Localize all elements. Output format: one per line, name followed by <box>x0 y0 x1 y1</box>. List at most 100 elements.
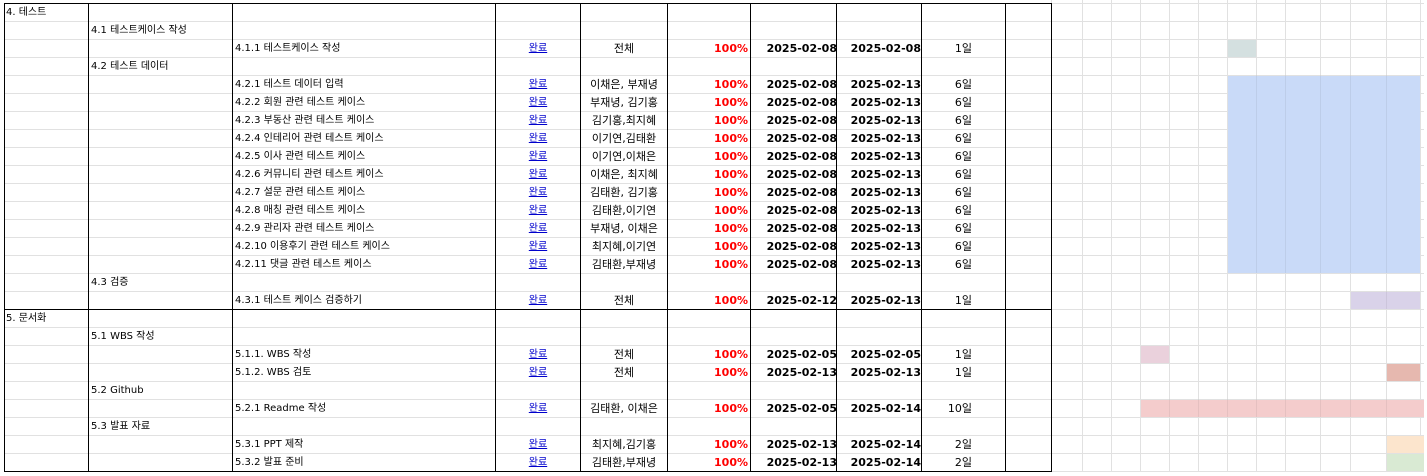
status-cell[interactable]: 완료 <box>528 259 548 270</box>
gantt-bar-gridline <box>1285 237 1286 255</box>
assignee-cell: 이채은, 최지혜 <box>590 168 658 181</box>
gantt-bar-join <box>1228 183 1420 184</box>
status-cell[interactable]: 완료 <box>528 169 548 180</box>
duration-cell: 6일 <box>954 150 972 163</box>
duration-cell: 10일 <box>947 402 972 415</box>
end-date-cell: 2025-02-14 <box>850 402 921 415</box>
row-gridline <box>4 327 1424 328</box>
column-border <box>836 3 837 471</box>
gantt-bar-gridline <box>1386 201 1387 219</box>
start-date-cell: 2025-02-13 <box>766 438 837 451</box>
level2-cell: 4.3 검증 <box>91 277 129 288</box>
duration-cell: 6일 <box>954 258 972 271</box>
row-gridline <box>4 381 1424 382</box>
start-date-cell: 2025-02-08 <box>766 150 837 163</box>
row-gridline <box>4 39 1424 40</box>
status-cell[interactable]: 완료 <box>528 295 548 306</box>
gantt-bar-gridline <box>1386 183 1387 201</box>
status-cell[interactable]: 완료 <box>528 151 548 162</box>
gantt-bar-gridline <box>1256 183 1257 201</box>
task-name-cell: 4.2.6 커뮤니티 관련 테스트 케이스 <box>235 169 384 180</box>
level1-cell: 5. 문서화 <box>6 313 47 324</box>
status-cell[interactable]: 완료 <box>528 43 548 54</box>
task-name-cell: 4.2.10 이용후기 관련 테스트 케이스 <box>235 241 390 252</box>
assignee-cell: 전체 <box>613 348 635 361</box>
row-gridline <box>4 111 1424 112</box>
status-cell[interactable]: 완료 <box>528 97 548 108</box>
row-gridline <box>4 183 1424 184</box>
gantt-bar <box>1351 292 1420 309</box>
end-date-cell: 2025-02-13 <box>850 204 921 217</box>
task-name-cell: 5.1.1. WBS 작성 <box>235 349 312 360</box>
end-date-cell: 2025-02-13 <box>850 168 921 181</box>
gantt-bar <box>1228 184 1420 201</box>
duration-cell: 6일 <box>954 204 972 217</box>
gantt-bar-join <box>1228 219 1420 220</box>
progress-cell: 100% <box>714 132 748 145</box>
status-cell[interactable]: 완료 <box>528 187 548 198</box>
row-gridline <box>4 255 1424 256</box>
gantt-bar-join <box>1228 147 1420 148</box>
gantt-bar-gridline <box>1386 291 1387 309</box>
row-gridline <box>4 57 1424 58</box>
progress-cell: 100% <box>714 114 748 127</box>
gantt-bar-gridline <box>1256 399 1257 417</box>
row-gridline <box>4 273 1424 274</box>
gantt-gridline <box>1227 0 1228 471</box>
gantt-bar-gridline <box>1350 111 1351 129</box>
section-border <box>4 309 1052 310</box>
gantt-bar-gridline <box>1350 255 1351 273</box>
task-name-cell: 4.2.3 부동산 관련 테스트 케이스 <box>235 115 375 126</box>
gantt-bar <box>1141 400 1424 417</box>
task-name-cell: 4.2.11 댓글 관련 테스트 케이스 <box>235 259 372 270</box>
assignee-cell: 최지혜,김기홍 <box>591 438 657 451</box>
end-date-cell: 2025-02-13 <box>850 294 921 307</box>
status-cell[interactable]: 완료 <box>528 367 548 378</box>
status-cell[interactable]: 완료 <box>528 349 548 360</box>
start-date-cell: 2025-02-08 <box>766 240 837 253</box>
gantt-bar-gridline <box>1285 219 1286 237</box>
assignee-cell: 부재녕, 이채은 <box>590 222 658 235</box>
progress-cell: 100% <box>714 456 748 469</box>
status-cell[interactable]: 완료 <box>528 241 548 252</box>
status-cell[interactable]: 완료 <box>528 79 548 90</box>
status-cell[interactable]: 완료 <box>528 223 548 234</box>
gantt-bar-join <box>1228 93 1420 94</box>
end-date-cell: 2025-02-05 <box>850 348 921 361</box>
start-date-cell: 2025-02-05 <box>766 402 837 415</box>
gantt-bar-gridline <box>1350 75 1351 93</box>
gantt-bar-gridline <box>1320 237 1321 255</box>
gantt-bar-join <box>1228 129 1420 130</box>
status-cell[interactable]: 완료 <box>528 457 548 468</box>
gantt-bar-gridline <box>1285 183 1286 201</box>
assignee-cell: 김태환, 이채은 <box>590 402 658 415</box>
gantt-bar-join <box>1228 237 1420 238</box>
task-name-cell: 4.2.8 매칭 관련 테스트 케이스 <box>235 205 366 216</box>
gantt-bar-gridline <box>1350 129 1351 147</box>
status-cell[interactable]: 완료 <box>528 403 548 414</box>
gantt-bar-gridline <box>1386 255 1387 273</box>
assignee-cell: 김태환,부재녕 <box>591 456 657 469</box>
gantt-bar-gridline <box>1320 75 1321 93</box>
gantt-bar-gridline <box>1350 237 1351 255</box>
column-border <box>495 3 496 471</box>
progress-cell: 100% <box>714 204 748 217</box>
status-cell[interactable]: 완료 <box>528 205 548 216</box>
status-cell[interactable]: 완료 <box>528 439 548 450</box>
status-cell[interactable]: 완료 <box>528 115 548 126</box>
gantt-gridline <box>1111 0 1112 471</box>
gantt-bar-gridline <box>1285 93 1286 111</box>
gantt-bar-gridline <box>1169 399 1170 417</box>
task-name-cell: 4.1.1 테스트케이스 작성 <box>235 43 341 54</box>
task-name-cell: 4.2.7 설문 관련 테스트 케이스 <box>235 187 366 198</box>
status-cell[interactable]: 완료 <box>528 133 548 144</box>
level2-cell: 5.3 발표 자료 <box>91 421 151 432</box>
progress-cell: 100% <box>714 186 748 199</box>
progress-cell: 100% <box>714 150 748 163</box>
end-date-cell: 2025-02-13 <box>850 366 921 379</box>
task-name-cell: 4.3.1 테스트 케이스 검증하기 <box>235 295 362 306</box>
progress-cell: 100% <box>714 402 748 415</box>
duration-cell: 6일 <box>954 114 972 127</box>
assignee-cell: 이채은, 부재녕 <box>590 78 658 91</box>
assignee-cell: 이기연,김태환 <box>591 132 657 145</box>
